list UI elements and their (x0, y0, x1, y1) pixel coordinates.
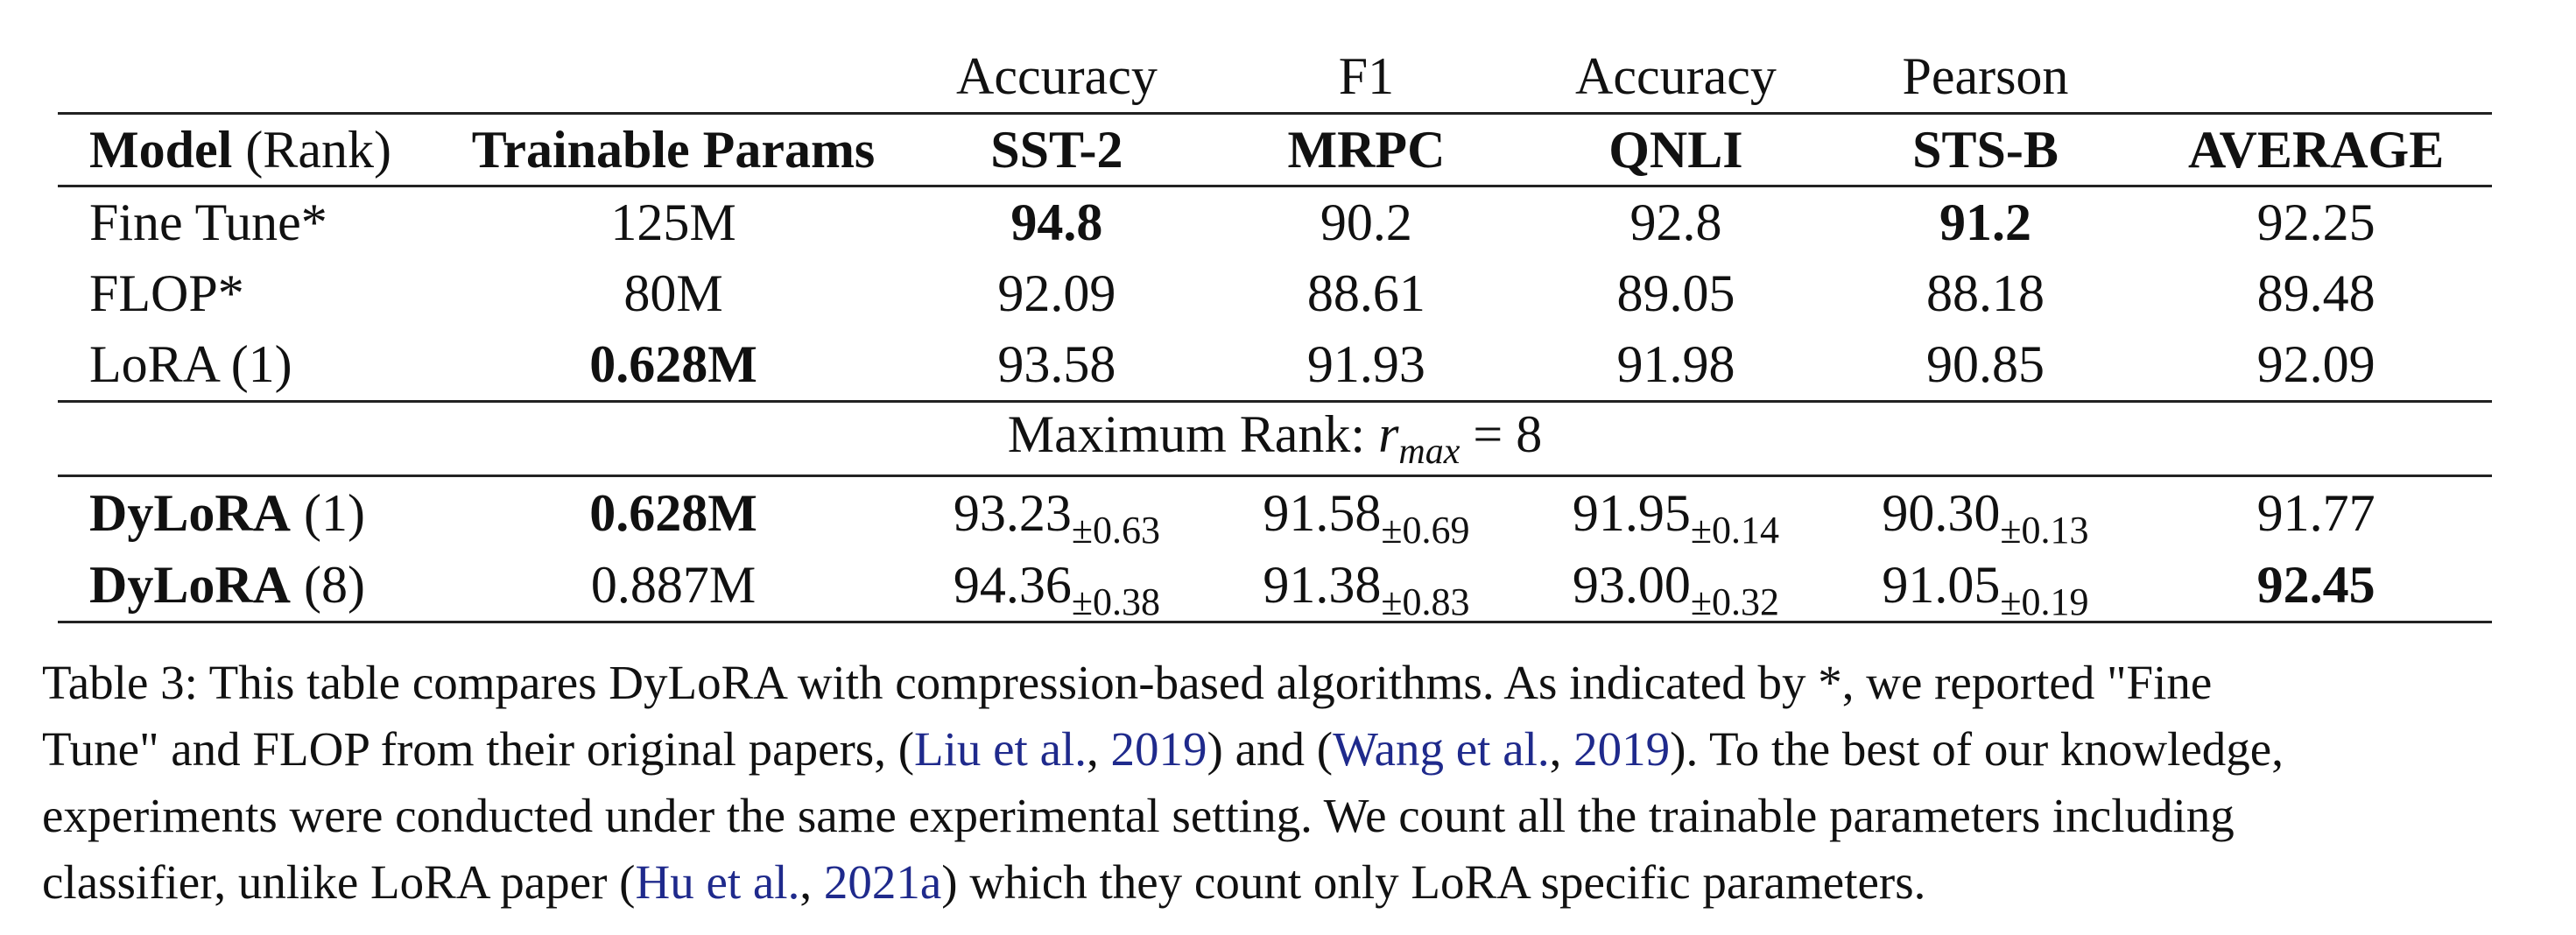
row-average: 92.25 (2256, 193, 2375, 251)
row-qnli: 89.05 (1616, 264, 1735, 322)
header-model-bold: Model (89, 120, 233, 179)
row-mrpc: 91.38±0.83 (1211, 549, 1522, 623)
caption-line: Table 3: This table compares DyLoRA with… (42, 656, 2213, 709)
table-row: LoRA (1) 0.628M 93.58 91.93 91.98 90.85 … (58, 329, 2492, 402)
max-rank-prefix: Maximum Rank: (1007, 405, 1379, 463)
header-average: AVERAGE (2140, 112, 2492, 187)
row-model: DyLoRA (8) (58, 549, 445, 623)
header-mrpc: MRPC (1211, 112, 1522, 187)
row-model-name: DyLoRA (89, 555, 292, 614)
row-average: 92.09 (2256, 335, 2375, 393)
header-stsb: STS-B (1830, 112, 2141, 187)
row-model: FLOP* (89, 264, 244, 322)
std-value: ±0.69 (1381, 508, 1470, 552)
results-table-container: Accuracy F1 Accuracy Pearson Model (Rank… (58, 35, 2492, 623)
caption-line: experiments were conducted under the sam… (42, 789, 2235, 842)
metric-cell-average (2140, 35, 2492, 114)
row-average: 91.77 (2256, 483, 2375, 542)
row-sst2: 94.36±0.38 (902, 549, 1212, 623)
std-value: ±0.19 (2000, 580, 2089, 623)
std-value: ±0.38 (1071, 580, 1160, 623)
row-qnli: 93.00±0.32 (1521, 549, 1831, 623)
row-stsb: 90.30±0.13 (1882, 483, 2089, 552)
table-row: DyLoRA (1) 0.628M 93.23±0.63 91.58±0.69 … (58, 476, 2492, 552)
citation-link-hu[interactable]: Hu et al. (635, 855, 800, 909)
table-caption: Table 3: This table compares DyLoRA with… (42, 650, 2537, 916)
header-qnli: QNLI (1521, 112, 1831, 187)
row-params: 80M (623, 264, 723, 322)
citation-link-liu[interactable]: Liu et al. (914, 722, 1087, 776)
metric-cell-params (445, 35, 902, 114)
results-table: Accuracy F1 Accuracy Pearson Model (Rank… (58, 35, 2492, 623)
row-mrpc: 90.2 (1320, 193, 1412, 251)
metric-cell-mrpc: F1 (1338, 47, 1395, 105)
caption-line: classifier, unlike LoRA paper (Hu et al.… (42, 855, 1926, 909)
max-rank-row: Maximum Rank: rmax = 8 (58, 400, 2492, 477)
row-mrpc: 88.61 (1306, 264, 1425, 322)
std-value: ±0.14 (1690, 508, 1780, 552)
header-sst2: SST-2 (902, 112, 1212, 187)
metric-cell-stsb: Pearson (1902, 47, 2069, 105)
table-header-row: Model (Rank) Trainable Params SST-2 MRPC… (58, 112, 2492, 187)
row-model-rank: (8) (291, 555, 365, 614)
header-params: Trainable Params (444, 112, 903, 187)
table-row: Fine Tune* 125M 94.8 90.2 92.8 91.2 92.2… (58, 186, 2492, 259)
citation-year-wang[interactable]: 2019 (1573, 722, 1671, 776)
row-stsb: 91.05±0.19 (1830, 549, 2141, 623)
row-params: 125M (610, 193, 736, 251)
table-row: FLOP* 80M 92.09 88.61 89.05 88.18 89.48 (58, 258, 2492, 329)
table-row: DyLoRA (8) 0.887M 94.36±0.38 91.38±0.83 … (58, 549, 2492, 623)
row-average: 92.45 (2140, 549, 2492, 623)
metric-cell-qnli: Accuracy (1575, 47, 1777, 105)
row-qnli: 91.98 (1616, 335, 1735, 393)
caption-line: Tune" and FLOP from their original paper… (42, 722, 2284, 776)
metric-cell-sst2: Accuracy (955, 47, 1158, 105)
row-stsb: 91.2 (1939, 193, 2031, 251)
citation-year-liu[interactable]: 2019 (1110, 722, 1207, 776)
metric-type-row: Accuracy F1 Accuracy Pearson (58, 35, 2492, 114)
row-model-rank: (1) (291, 483, 365, 542)
row-mrpc: 91.58±0.69 (1263, 483, 1470, 552)
citation-year-hu[interactable]: 2021a (823, 855, 942, 909)
row-params: 0.887M (444, 549, 903, 623)
std-value: ±0.32 (1690, 580, 1780, 623)
row-sst2: 92.09 (997, 264, 1116, 322)
row-stsb: 88.18 (1925, 264, 2045, 322)
std-value: ±0.83 (1381, 580, 1470, 623)
header-model: Model (Rank) (58, 112, 445, 187)
row-average: 89.48 (2256, 264, 2375, 322)
max-rank-variable: rmax (1378, 405, 1460, 472)
std-value: ±0.13 (2000, 508, 2089, 552)
row-model: Fine Tune* (89, 193, 327, 251)
row-qnli: 92.8 (1629, 193, 1722, 251)
metric-cell-model (58, 35, 445, 114)
row-sst2: 94.8 (1010, 193, 1103, 251)
row-params: 0.628M (589, 335, 757, 393)
row-model-name: DyLoRA (89, 483, 292, 542)
row-sst2: 93.23±0.63 (953, 483, 1160, 552)
max-rank-cell: Maximum Rank: rmax = 8 (58, 400, 2492, 477)
header-model-rank: (Rank) (232, 120, 391, 179)
row-model: LoRA (1) (89, 335, 292, 393)
citation-link-wang[interactable]: Wang et al. (1333, 722, 1550, 776)
max-rank-suffix: = 8 (1460, 405, 1543, 463)
row-params: 0.628M (589, 483, 757, 542)
row-stsb: 90.85 (1925, 335, 2045, 393)
row-qnli: 91.95±0.14 (1572, 483, 1780, 552)
row-sst2: 93.58 (997, 335, 1116, 393)
std-value: ±0.63 (1071, 508, 1160, 552)
row-model: DyLoRA (1) (58, 476, 445, 550)
row-mrpc: 91.93 (1306, 335, 1425, 393)
